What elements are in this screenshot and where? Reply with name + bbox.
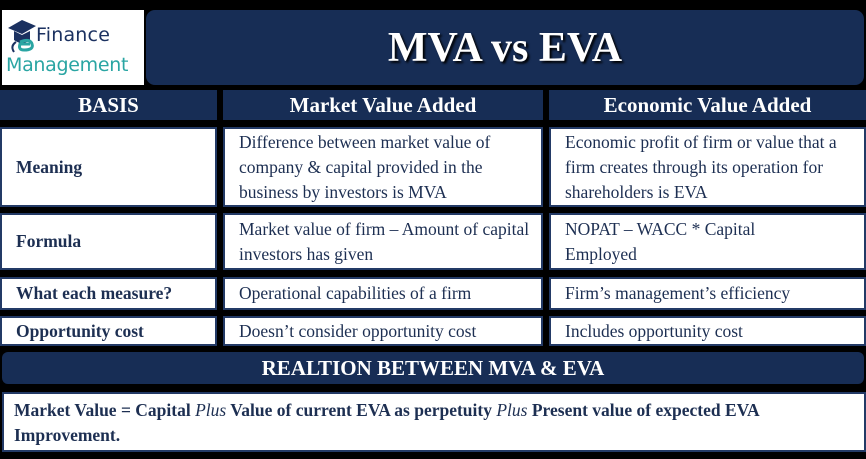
row-opportunity-basis: Opportunity cost (0, 316, 217, 346)
row-formula-mva: Market value of firm – Amount of capital… (223, 213, 543, 270)
logo-text-finance: Finance (36, 24, 111, 46)
relation-plus-2: Plus (496, 400, 528, 420)
row-measure-mva: Operational capabilities of a firm (223, 277, 543, 310)
relation-text-2: Value of current EVA as perpetuity (226, 400, 497, 420)
row-meaning-basis: Meaning (0, 127, 217, 207)
row-meaning-mva: Difference between market value of compa… (223, 127, 543, 207)
row-opportunity-mva: Doesn’t consider opportunity cost (223, 316, 543, 346)
relation-plus-1: Plus (195, 400, 227, 420)
page-title: MVA vs EVA (146, 10, 864, 85)
header-basis: BASIS (0, 90, 217, 120)
efinance-management-logo: Finance Management (2, 10, 144, 85)
logo-text-management: Management (6, 54, 129, 76)
header-mva: Market Value Added (223, 90, 543, 120)
row-opportunity-eva: Includes opportunity cost (549, 316, 866, 346)
row-measure-eva: Firm’s management’s efficiency (549, 277, 866, 310)
row-formula-eva: NOPAT – WACC * Capital Employed (549, 213, 866, 270)
relation-formula: Market Value = Capital Plus Value of cur… (2, 392, 866, 452)
row-measure-basis: What each measure? (0, 277, 217, 310)
row-formula-basis: Formula (0, 213, 217, 270)
header-eva: Economic Value Added (549, 90, 866, 120)
relation-heading: REALTION BETWEEN MVA & EVA (2, 352, 864, 384)
graduation-cap-e-icon (8, 20, 36, 53)
relation-text-3: Present value of expected EVA Improvemen… (14, 400, 759, 445)
row-meaning-eva: Economic profit of firm or value that a … (549, 127, 866, 207)
relation-text-1: Market Value = Capital (14, 400, 196, 420)
